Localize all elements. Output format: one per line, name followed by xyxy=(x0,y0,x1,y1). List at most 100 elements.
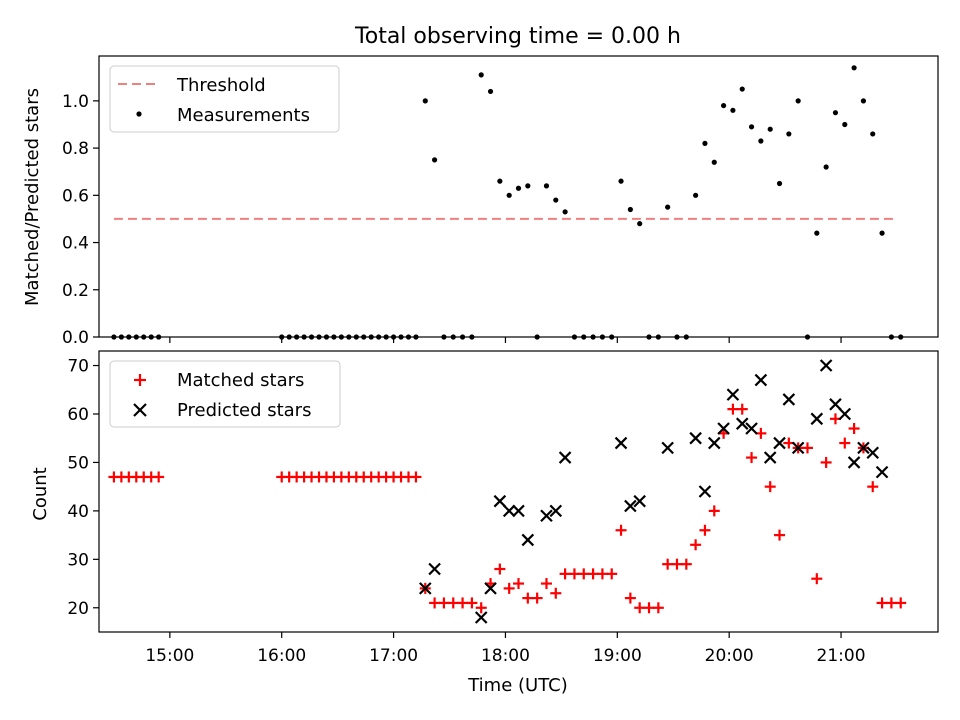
measurement-point xyxy=(515,185,522,191)
matched-star-point xyxy=(531,592,543,604)
matched-star-point xyxy=(885,597,897,609)
x-axis-label: Time (UTC) xyxy=(467,675,568,696)
count-y-tick-label: 60 xyxy=(67,405,89,425)
predicted-star-point xyxy=(810,412,824,426)
count-legend: Matched stars Predicted stars xyxy=(109,360,341,428)
count-y-tick-label: 50 xyxy=(67,453,89,473)
matched-star-point xyxy=(606,568,618,580)
count-legend-box xyxy=(109,360,341,428)
predicted-star-point xyxy=(791,441,805,455)
measurement-point xyxy=(432,157,438,163)
matched-star-point xyxy=(559,568,571,580)
matched-star-point xyxy=(736,403,748,415)
measurement-point xyxy=(562,209,568,215)
predicted-star-point xyxy=(829,398,842,411)
matched-star-points xyxy=(108,403,907,614)
predicted-star-point xyxy=(689,431,702,445)
matched-star-point xyxy=(540,578,552,590)
predicted-star-point xyxy=(558,451,572,464)
count-y-tick-label: 30 xyxy=(67,550,89,570)
predicted-star-point xyxy=(707,436,721,450)
measurement-point xyxy=(823,164,829,170)
measurement-point xyxy=(860,98,867,104)
count-x-tick-label: 18:00 xyxy=(481,646,530,666)
measurement-point xyxy=(543,183,550,189)
matched-star-point xyxy=(774,529,786,541)
measurement-point xyxy=(758,138,764,144)
legend-predicted-label: Predicted stars xyxy=(177,400,311,421)
matched-star-point xyxy=(820,456,832,468)
measurement-point xyxy=(870,131,876,137)
legend-threshold-label: Threshold xyxy=(176,75,266,96)
measurement-point xyxy=(525,183,531,189)
predicted-star-point xyxy=(698,485,712,498)
matched-star-point xyxy=(895,597,907,609)
matched-star-point xyxy=(662,558,674,570)
ratio-y-tick-label: 0.6 xyxy=(62,186,89,206)
measurement-point xyxy=(748,124,755,130)
ratio-y-axis-label: Matched/Predicted stars xyxy=(22,88,43,306)
measurement-points xyxy=(111,65,904,340)
ratio-plot-frame xyxy=(98,55,939,338)
measurement-point xyxy=(795,98,801,104)
predicted-star-point xyxy=(502,504,516,518)
predicted-star-point xyxy=(540,509,553,523)
matched-star-point xyxy=(503,582,515,594)
measurement-point xyxy=(730,107,736,113)
matched-star-point xyxy=(410,471,422,483)
count-y-tick-label: 20 xyxy=(67,599,89,619)
matched-star-point xyxy=(746,452,758,464)
matched-star-point xyxy=(429,597,441,609)
predicted-star-point xyxy=(875,465,889,479)
ratio-y-tick-label: 0.0 xyxy=(62,328,89,348)
predicted-star-point xyxy=(633,494,646,508)
matched-star-point xyxy=(475,602,487,614)
matched-star-point xyxy=(587,568,599,580)
measurement-point xyxy=(711,159,717,165)
ratio-y-tick-label: 0.2 xyxy=(62,281,89,301)
matched-star-point xyxy=(839,437,851,449)
matched-star-point xyxy=(634,602,646,614)
count-panel: 20 30 40 50 60 70 15:00 16:00 17:00 18:00 19:00 20… xyxy=(30,350,939,696)
measurement-point xyxy=(553,197,559,203)
predicted-star-point xyxy=(428,562,441,576)
legend-matched-swatch xyxy=(134,374,146,386)
ratio-y-tick-label: 0.4 xyxy=(62,234,89,254)
legend-predicted-swatch xyxy=(133,403,147,417)
predicted-star-point xyxy=(838,407,852,421)
measurement-point xyxy=(506,192,512,198)
count-x-tick-label: 17:00 xyxy=(369,646,418,666)
measurement-point xyxy=(739,86,745,92)
count-x-tick-label: 19:00 xyxy=(593,646,642,666)
ratio-legend: Threshold Measurements xyxy=(109,65,340,133)
matched-star-point xyxy=(494,563,506,575)
predicted-star-point xyxy=(521,533,535,547)
measurement-point xyxy=(776,180,783,187)
figure-title: Total observing time = 0.00 h xyxy=(354,24,681,49)
matched-star-point xyxy=(848,423,860,435)
matched-star-point xyxy=(652,602,664,614)
predicted-star-point xyxy=(866,446,880,460)
matched-star-point xyxy=(153,471,165,483)
count-x-tick-label: 21:00 xyxy=(817,646,866,666)
matched-star-point xyxy=(801,442,813,454)
predicted-star-point xyxy=(745,422,758,435)
ratio-legend-box xyxy=(109,65,340,133)
count-y-axis-label: Count xyxy=(30,467,51,520)
predicted-star-point xyxy=(857,441,870,455)
predicted-star-point xyxy=(549,504,563,518)
matched-star-point xyxy=(578,568,590,580)
predicted-star-point xyxy=(773,436,786,450)
count-plot-frame xyxy=(98,350,939,633)
measurement-point xyxy=(702,140,708,146)
matched-star-point xyxy=(596,568,608,580)
measurement-point xyxy=(665,204,671,210)
predicted-star-point xyxy=(484,582,497,595)
measurement-point xyxy=(637,221,643,227)
count-x-tick-label: 16:00 xyxy=(257,646,306,666)
ratio-y-tick-label: 0.8 xyxy=(62,139,89,159)
count-x-tick-label: 15:00 xyxy=(145,646,194,666)
matched-star-point xyxy=(764,481,776,493)
predicted-star-point xyxy=(763,451,777,464)
